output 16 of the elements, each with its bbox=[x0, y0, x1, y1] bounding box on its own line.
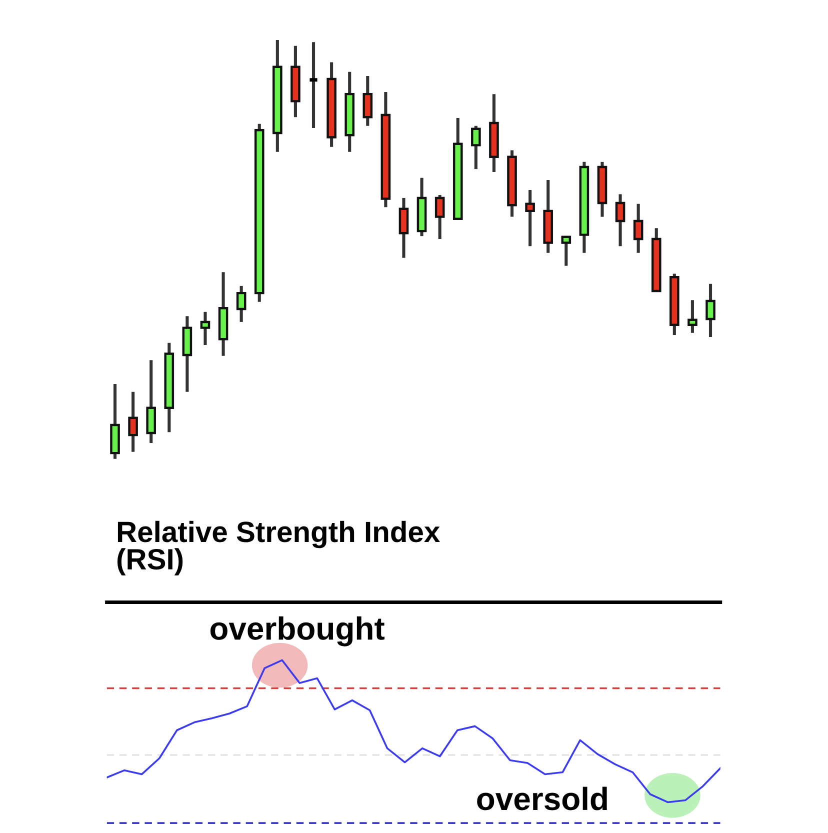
text: overbought bbox=[210, 616, 384, 646]
candlestick bbox=[615, 194, 626, 246]
candlestick bbox=[308, 42, 320, 128]
candlestick bbox=[434, 195, 445, 240]
candlestick bbox=[633, 204, 644, 253]
candlestick bbox=[525, 190, 535, 246]
candlestick bbox=[688, 300, 698, 333]
candlestick bbox=[128, 392, 138, 452]
candlestick bbox=[362, 76, 373, 126]
candlestick bbox=[561, 236, 572, 266]
candlestick bbox=[236, 286, 246, 322]
candlestick bbox=[471, 126, 481, 170]
candlestick bbox=[706, 284, 716, 338]
candlestick bbox=[200, 312, 210, 345]
chart-title: Relative Strength Index (RSI) bbox=[117, 520, 440, 576]
annotation: oversold bbox=[477, 786, 607, 810]
